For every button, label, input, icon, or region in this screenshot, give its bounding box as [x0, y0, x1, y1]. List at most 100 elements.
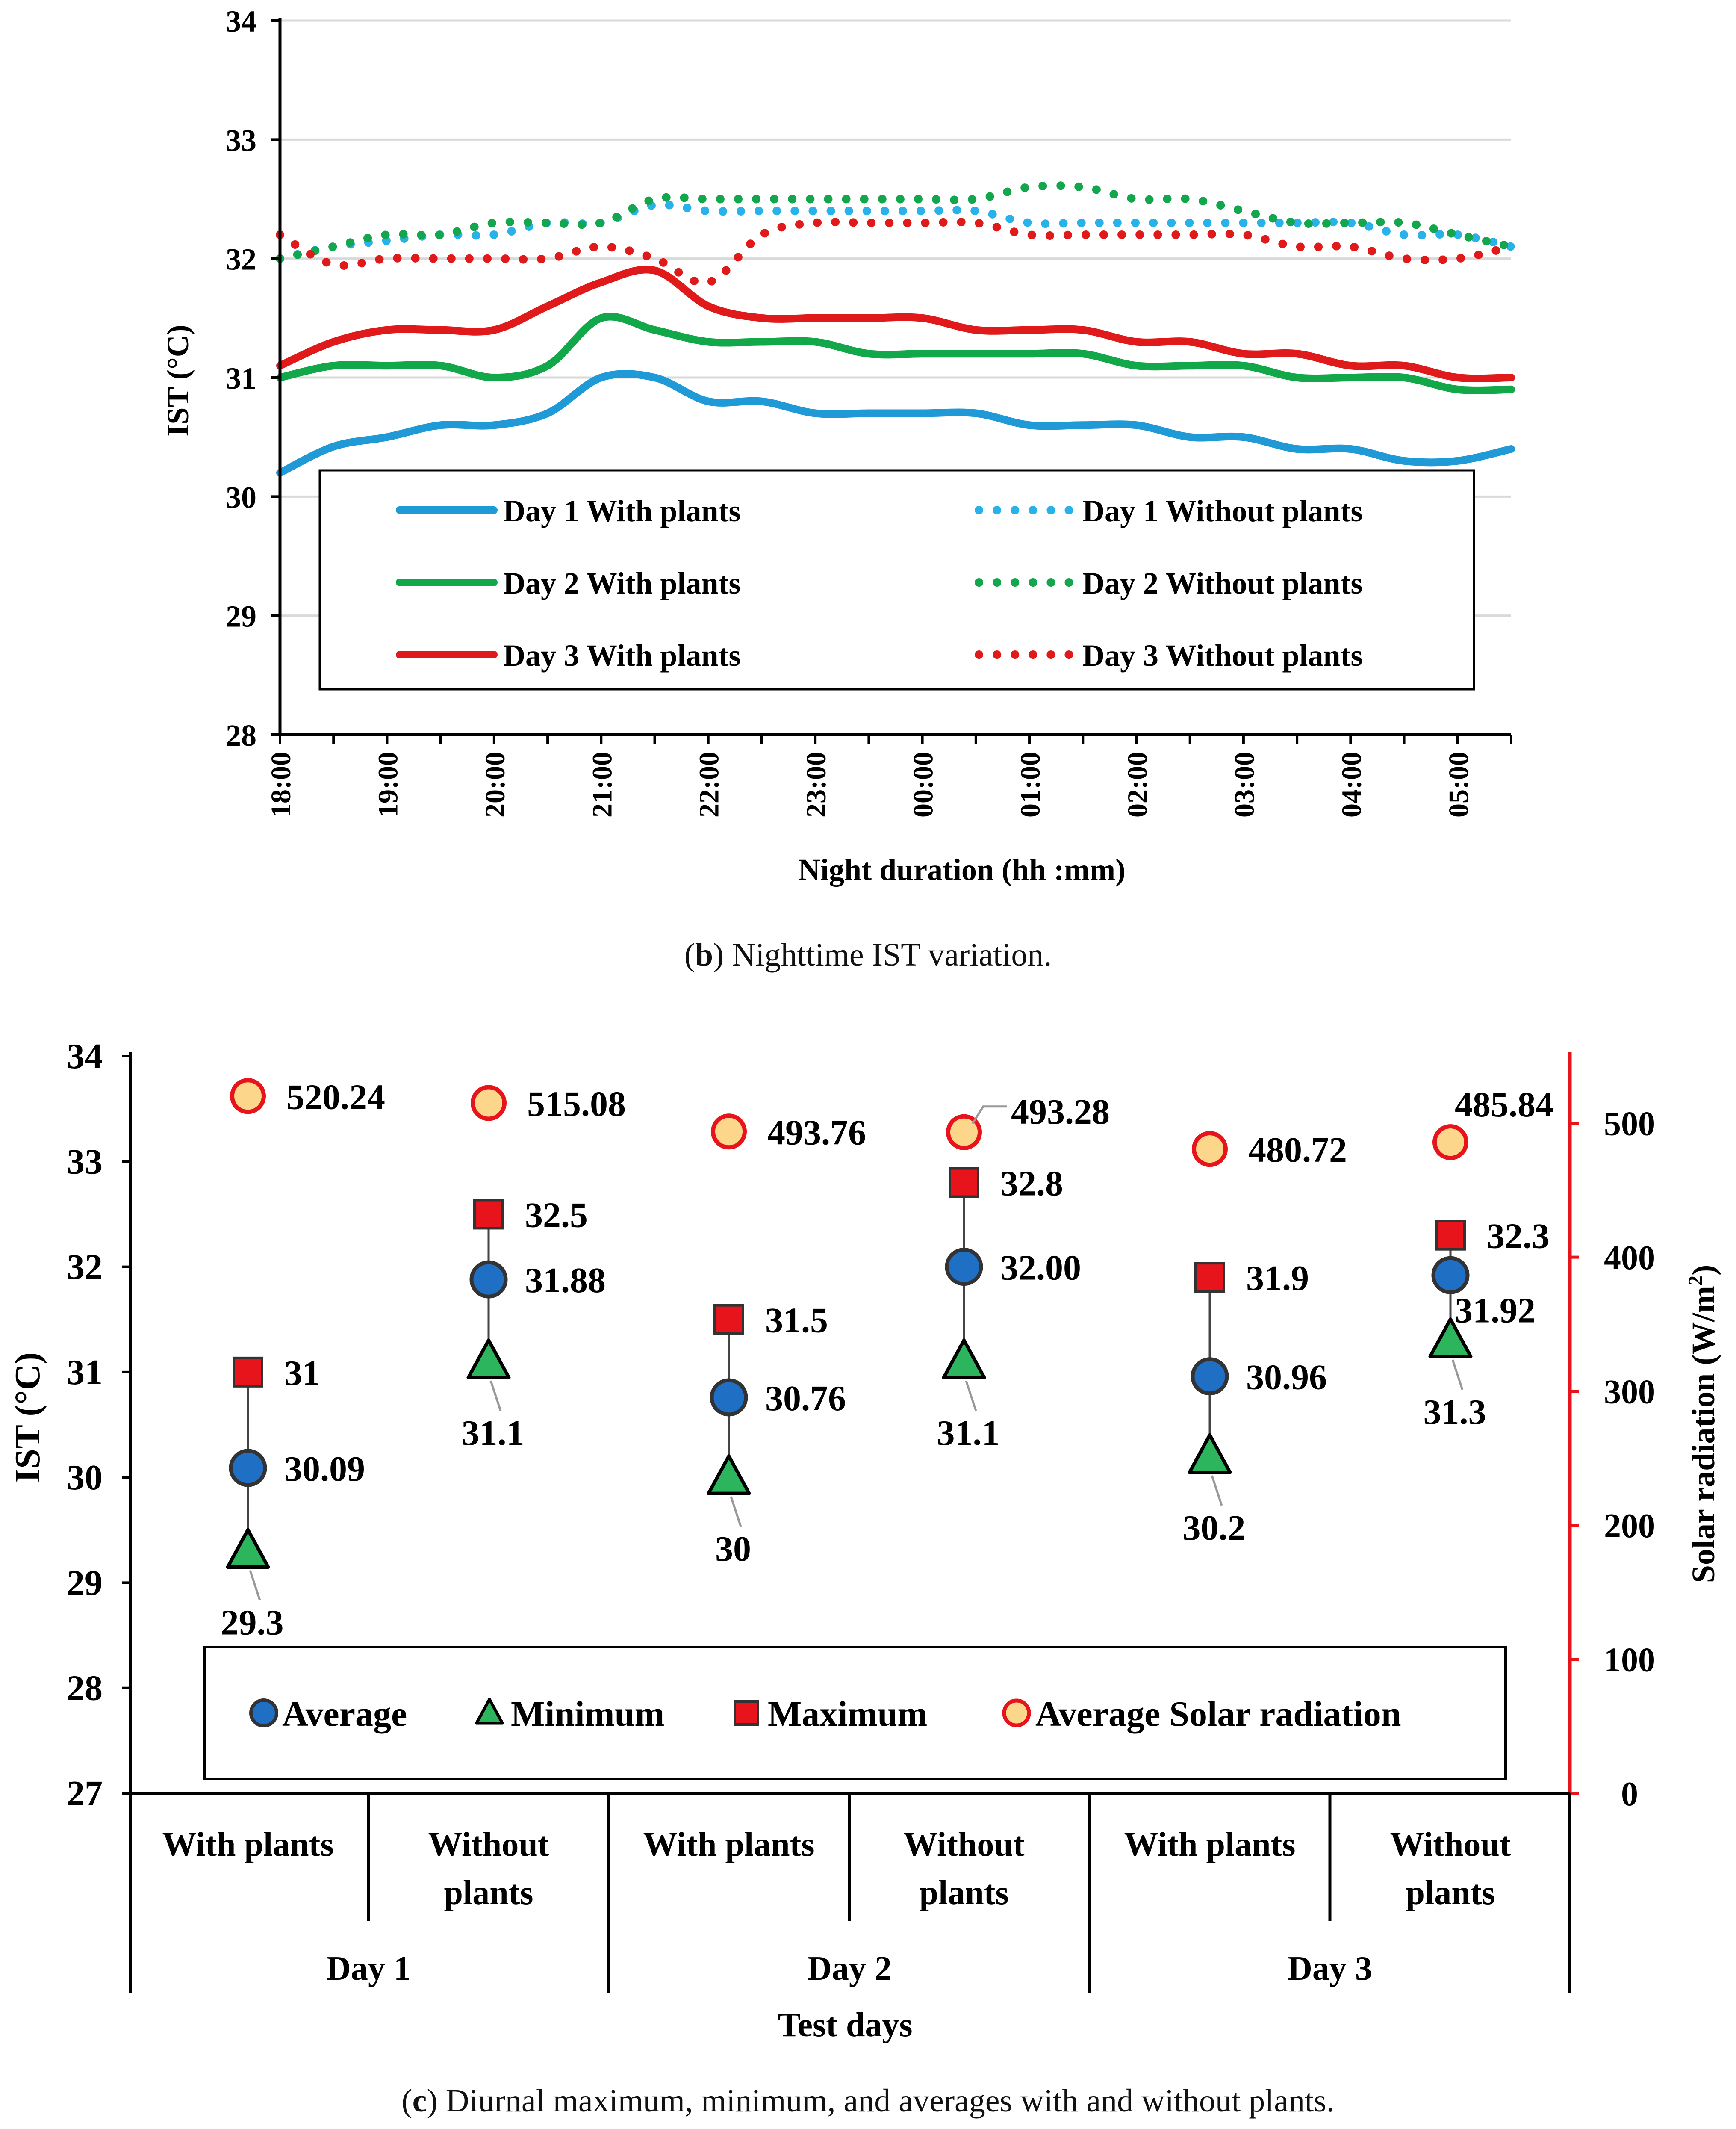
- b-x-tick-label: 18:00: [265, 752, 297, 818]
- c-right-axis-title-sup: 2: [1684, 1276, 1707, 1286]
- c-legend-label: Average Solar radiation: [1035, 1694, 1401, 1734]
- c-average-label: 30.09: [284, 1449, 365, 1489]
- c-minimum-leader: [1211, 1475, 1223, 1506]
- c-y-tick-label: 29: [67, 1563, 103, 1603]
- b-x-tick-label: 03:00: [1229, 752, 1260, 818]
- c-right-tick-label: 100: [1604, 1642, 1655, 1679]
- b-series-group: [276, 181, 1515, 477]
- c-solar-label: 520.24: [286, 1077, 385, 1117]
- c-maximum-label: 31.9: [1246, 1258, 1309, 1298]
- c-minimum-label: 29.3: [221, 1603, 284, 1643]
- b-legend-label: Day 3 With plants: [503, 638, 741, 673]
- c-minimum-marker: [942, 1338, 986, 1379]
- c-average-marker: [1191, 1357, 1229, 1396]
- c-minimum-marker: [1188, 1433, 1232, 1474]
- c-x-axis-title: Test days: [778, 2006, 913, 2044]
- caption-c-text: Diurnal maximum, minimum, and averages w…: [437, 2083, 1335, 2119]
- c-legend-minimum-swatch: [475, 1698, 504, 1725]
- c-solar-label: 485.84: [1455, 1085, 1553, 1125]
- b-legend-label: Day 1 With plants: [503, 494, 741, 528]
- c-category-label: plants: [920, 1874, 1009, 1912]
- c-legend-maximum-swatch: [734, 1700, 759, 1726]
- c-maximum-marker: [233, 1356, 263, 1388]
- c-y-tick-label: 32: [67, 1247, 103, 1287]
- b-x-tick-label: 01:00: [1015, 752, 1046, 818]
- c-right-axis-title-tail: ): [1686, 1265, 1721, 1276]
- c-y-tick-label: 34: [67, 1036, 103, 1076]
- b-y-tick-label: 34: [226, 4, 256, 38]
- b-x-tick-label: 02:00: [1122, 752, 1153, 818]
- c-right-tick-label: 0: [1621, 1775, 1638, 1813]
- b-axes: 28 29 30 31 32 33 34 18:00 19:00 20:00 21:00 22:00 2…: [226, 4, 1512, 818]
- c-maximum-label: 32.3: [1487, 1217, 1550, 1256]
- b-legend-label: Day 3 Without plants: [1082, 638, 1363, 673]
- c-y-tick-label: 33: [67, 1142, 103, 1181]
- c-solar-label: 493.76: [767, 1113, 866, 1152]
- b-series-line: [276, 200, 1515, 263]
- c-minimum-marker: [707, 1454, 751, 1495]
- c-y-tick-label: 30: [67, 1458, 103, 1497]
- c-right-axis-title-base: Solar radiation (W/m: [1686, 1286, 1721, 1583]
- c-right-axis-title: Solar radiation (W/m2): [1684, 1265, 1721, 1583]
- c-legend-average-swatch: [249, 1698, 278, 1727]
- c-average-label: 32.00: [1000, 1248, 1081, 1288]
- c-group-label: Day 2: [807, 1950, 892, 1987]
- b-x-tick-label: 04:00: [1336, 752, 1367, 818]
- c-legend-label: Minimum: [511, 1694, 664, 1734]
- c-legend-label: Maximum: [768, 1694, 927, 1734]
- c-minimum-leader: [965, 1380, 977, 1411]
- c-category-label: With plants: [1124, 1826, 1296, 1863]
- c-average-label: 30.76: [765, 1379, 846, 1418]
- c-category-label: Without: [428, 1826, 549, 1863]
- c-legend: Average Minimum Maximum Average Solar radia…: [203, 1646, 1507, 1780]
- b-x-tick-label: 19:00: [372, 752, 404, 818]
- c-maximum-marker: [713, 1304, 744, 1335]
- b-series-line: [276, 313, 1515, 394]
- c-minimum-marker: [1428, 1317, 1473, 1358]
- c-group-label: Day 3: [1288, 1950, 1372, 1987]
- b-series-line: [276, 218, 1515, 287]
- c-y-axis-title: IST (°C): [8, 1352, 47, 1482]
- c-legend-label: Average: [282, 1694, 407, 1734]
- c-right-tick-label: 200: [1604, 1507, 1655, 1545]
- b-y-tick-label: 32: [226, 242, 256, 277]
- c-average-label: 31.88: [525, 1261, 606, 1300]
- c-category-label: Without: [903, 1826, 1024, 1863]
- c-solar-marker: [946, 1114, 982, 1150]
- c-average-marker: [469, 1260, 508, 1299]
- b-series-line: [276, 266, 1515, 383]
- c-minimum-marker: [466, 1338, 511, 1379]
- c-minimum-marker: [226, 1528, 270, 1569]
- c-maximum-label: 31.5: [765, 1301, 828, 1341]
- c-category-label: With plants: [162, 1826, 334, 1863]
- b-y-tick-label: 30: [226, 480, 256, 514]
- c-minimum-label: 31.1: [937, 1413, 1000, 1453]
- caption-b-text: Nighttime IST variation.: [724, 937, 1052, 973]
- c-legend-solar-swatch: [1002, 1698, 1031, 1727]
- caption-c: (c) Diurnal maximum, minimum, and averag…: [401, 2083, 1335, 2119]
- b-x-tick-label: 05:00: [1443, 752, 1474, 818]
- c-maximum-marker: [1194, 1262, 1225, 1293]
- c-solar-marker: [711, 1113, 747, 1150]
- c-y-tick-label: 27: [67, 1774, 103, 1813]
- caption-c-letter: c: [412, 2083, 427, 2119]
- c-minimum-label: 31.3: [1424, 1392, 1486, 1432]
- b-y-tick-label: 33: [226, 123, 256, 157]
- c-average-marker: [710, 1378, 748, 1417]
- c-maximum-label: 32.8: [1000, 1164, 1063, 1204]
- b-x-tick-label: 22:00: [694, 752, 725, 818]
- b-legend-label: Day 1 Without plants: [1082, 494, 1363, 528]
- c-right-tick-label: 400: [1604, 1239, 1655, 1277]
- c-y-tick-label: 28: [67, 1668, 103, 1708]
- c-solar-marker: [1192, 1131, 1228, 1167]
- b-legend-label: Day 2 With plants: [503, 566, 741, 600]
- c-average-marker: [1431, 1256, 1470, 1294]
- c-maximum-label: 32.5: [525, 1195, 588, 1235]
- b-x-axis-title: Night duration (hh :mm): [798, 853, 1126, 887]
- b-legend-label: Day 2 Without plants: [1082, 566, 1363, 600]
- c-category-label: With plants: [643, 1826, 815, 1863]
- c-minimum-label: 31.1: [462, 1413, 525, 1453]
- b-y-tick-label: 28: [226, 718, 256, 753]
- b-legend-box: [318, 469, 1475, 691]
